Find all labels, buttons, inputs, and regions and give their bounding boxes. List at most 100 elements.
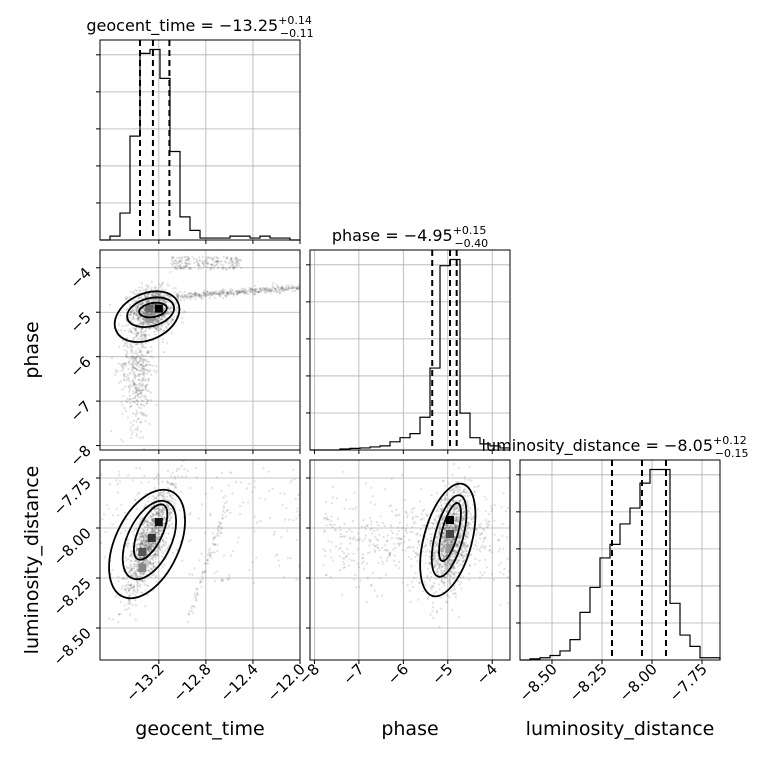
sample-point [137, 379, 140, 382]
sample-point [197, 517, 200, 520]
sample-point [232, 292, 236, 295]
sample-point [447, 538, 450, 541]
sample-point [143, 334, 146, 337]
sample-point [142, 302, 145, 305]
sample-point [478, 484, 481, 488]
sample-point [137, 315, 140, 318]
sample-point [462, 518, 465, 522]
sample-point [130, 309, 133, 313]
sample-point [140, 535, 144, 538]
sample-point [152, 545, 155, 548]
sample-point [143, 536, 146, 539]
sample-point [146, 520, 149, 524]
sample-point [288, 287, 291, 290]
sample-point [141, 336, 145, 340]
sample-point [445, 541, 448, 544]
sample-point [129, 613, 132, 616]
sample-point [139, 572, 143, 575]
sample-point [146, 301, 149, 304]
sample-point [159, 317, 163, 321]
sample-point [138, 576, 141, 579]
sample-point [158, 293, 161, 296]
sample-point [217, 265, 220, 269]
sample-point [164, 301, 167, 305]
sample-point [249, 288, 252, 291]
sample-point [167, 312, 170, 315]
sample-point [463, 513, 466, 517]
sample-point [182, 267, 185, 270]
sample-point [136, 334, 139, 337]
sample-point [424, 550, 427, 553]
sample-point [346, 547, 349, 551]
sample-point [139, 358, 142, 361]
sample-point [453, 511, 456, 515]
sample-point [135, 335, 138, 338]
sample-point [440, 596, 443, 599]
sample-point [195, 294, 198, 297]
sample-point [449, 562, 452, 566]
sample-point [154, 318, 157, 321]
sample-point [216, 543, 219, 546]
sample-point [123, 363, 126, 366]
sample-point [137, 373, 141, 376]
sample-point [140, 542, 144, 545]
sample-point [169, 511, 172, 515]
sample-point [463, 559, 466, 562]
sample-point [212, 264, 215, 267]
sample-point [134, 559, 137, 563]
sample-point [168, 511, 171, 514]
sample-point [254, 290, 257, 294]
sample-point [163, 299, 166, 303]
sample-point [336, 517, 340, 520]
sample-point [141, 579, 144, 582]
sample-point [227, 261, 230, 265]
sample-point [136, 305, 140, 308]
sample-point [397, 529, 400, 533]
sample-point [231, 293, 235, 296]
sample-point [448, 526, 451, 529]
sample-point [188, 573, 191, 576]
sample-point [142, 572, 146, 575]
sample-point [145, 389, 149, 392]
sample-point [144, 545, 148, 548]
sample-point [454, 527, 457, 531]
sample-point [147, 299, 150, 302]
sample-point [176, 307, 179, 310]
sample-point [128, 584, 131, 587]
sample-point [194, 291, 197, 294]
sample-point [132, 312, 135, 315]
sample-point [162, 490, 165, 493]
sample-point [424, 544, 427, 548]
sample-point [137, 393, 140, 396]
sample-point [450, 540, 453, 543]
sample-point [195, 588, 198, 591]
sample-point [449, 560, 453, 563]
sample-point [192, 295, 195, 298]
sample-point [403, 541, 406, 544]
sample-point [176, 295, 179, 298]
sample-point [151, 542, 154, 545]
density-contour [121, 499, 178, 581]
sample-point [218, 293, 222, 296]
sample-point [203, 562, 206, 565]
sample-point [225, 290, 229, 293]
sample-point [203, 571, 206, 574]
sample-point [267, 287, 270, 290]
sample-point [196, 593, 199, 596]
sample-point [235, 257, 238, 261]
sample-point [229, 511, 232, 514]
sample-point [209, 263, 213, 266]
sample-point [138, 389, 142, 392]
sample-point [129, 405, 133, 408]
density-cell [138, 548, 147, 556]
sample-point [290, 287, 293, 290]
sample-point [129, 559, 132, 562]
sample-point [451, 538, 454, 542]
sample-point [469, 512, 472, 516]
sample-point [132, 373, 135, 376]
sample-point [191, 605, 194, 608]
sample-point [154, 319, 157, 322]
sample-point [200, 296, 203, 299]
sample-point [159, 492, 162, 495]
sample-point [158, 532, 162, 535]
